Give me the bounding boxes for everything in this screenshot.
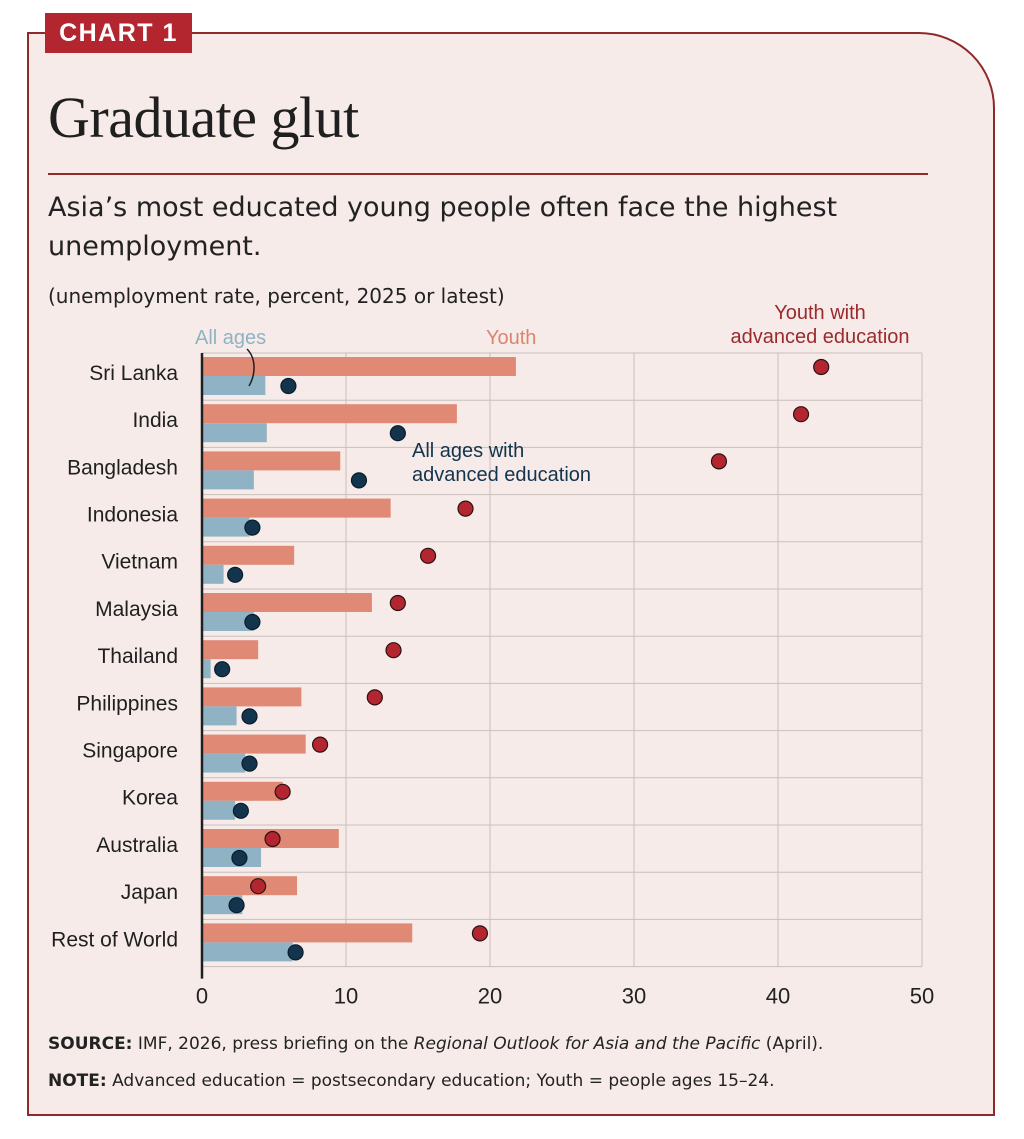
chart-title: Graduate glut (48, 85, 359, 150)
category-label: Malaysia (95, 598, 178, 621)
bar-youth (202, 498, 391, 518)
bar-all-ages (202, 564, 224, 584)
chart-tag: CHART 1 (45, 13, 192, 53)
legend-youth-advanced-line2: advanced education (730, 326, 909, 348)
category-label: Thailand (97, 645, 178, 668)
bar-all-ages (202, 612, 254, 631)
dot-all-ages-advanced (228, 897, 245, 914)
source-note: SOURCE: IMF, 2026, press briefing on the… (48, 1034, 823, 1054)
category-label: Korea (122, 787, 178, 810)
dot-all-ages-advanced (241, 708, 258, 725)
bar-youth (202, 734, 306, 754)
category-label: Japan (121, 881, 178, 904)
category-label: India (132, 409, 178, 432)
note-label: NOTE: (48, 1071, 107, 1091)
bar-youth (202, 593, 372, 612)
category-label: Vietnam (101, 551, 178, 574)
x-tick-label: 20 (478, 984, 502, 1009)
bar-youth (202, 451, 341, 471)
x-tick-label: 30 (622, 984, 646, 1009)
dot-youth-advanced (813, 358, 830, 376)
dot-youth-advanced (792, 406, 810, 423)
note: NOTE: Advanced education = postsecondary… (48, 1071, 775, 1091)
bar-youth (202, 640, 259, 660)
category-label: Philippines (76, 692, 178, 715)
title-divider (48, 173, 928, 175)
bar-all-ages (202, 423, 267, 443)
dot-all-ages-advanced (227, 566, 244, 583)
bar-all-ages (202, 942, 293, 962)
x-tick-label: 40 (766, 984, 790, 1009)
bar-all-ages (202, 517, 250, 537)
dot-youth-advanced (366, 689, 383, 706)
legend-all-ages: All ages (195, 327, 266, 349)
x-tick-label: 50 (910, 984, 934, 1009)
bar-youth (202, 781, 283, 801)
legend-youth: Youth (486, 327, 536, 349)
dots (214, 358, 830, 961)
bar-youth (202, 687, 302, 707)
source-publication: Regional Outlook for Asia and the Pacifi… (413, 1034, 761, 1054)
dot-all-ages-advanced (241, 755, 258, 772)
x-tick-label: 0 (196, 984, 208, 1009)
bar-all-ages (202, 659, 211, 679)
dot-youth-advanced (385, 642, 402, 659)
bar-all-ages (202, 706, 237, 726)
legend-all-ages-advanced-line2: advanced education (412, 464, 591, 486)
dot-youth-advanced (250, 878, 267, 895)
chart-subtitle: Asia’s most educated young people often … (48, 192, 838, 262)
source-text-1: IMF, 2026, press briefing on the (132, 1034, 414, 1054)
dot-youth-advanced (264, 830, 281, 848)
bar-youth (202, 545, 295, 565)
dot-all-ages-advanced (232, 802, 249, 819)
bar-youth (202, 404, 457, 424)
bar-all-ages (202, 753, 246, 773)
dot-youth-advanced (274, 783, 291, 800)
dot-all-ages-advanced (244, 519, 261, 536)
category-label: Australia (96, 834, 178, 857)
dot-all-ages-advanced (287, 944, 304, 961)
legend-all-ages-advanced-line1: All ages with (412, 440, 524, 462)
category-label: Singapore (82, 740, 178, 763)
category-labels: Sri Lanka India Bangladesh Indonesia Vietnam… (51, 362, 178, 951)
dot-youth-advanced (311, 736, 329, 753)
category-label: Rest of World (51, 928, 178, 951)
unit-note: (unemployment rate, percent, 2025 or lat… (48, 284, 505, 308)
grid-lines (202, 352, 923, 968)
bar-youth (202, 923, 413, 943)
legend-youth-advanced-line1: Youth with (774, 302, 866, 324)
legend-all-ages-leader (246, 348, 255, 387)
bar-all-ages (202, 470, 254, 490)
dot-all-ages-advanced (214, 661, 231, 678)
dot-youth-advanced (389, 594, 406, 612)
dot-all-ages-advanced (231, 849, 248, 867)
dot-youth-advanced (457, 500, 474, 517)
bar-all-ages (202, 376, 266, 395)
legend: All ages Youth Youth with advanced educa… (195, 302, 910, 486)
category-label: Bangladesh (67, 456, 178, 479)
dot-youth-advanced (710, 453, 728, 470)
bar-youth (202, 876, 298, 896)
chart-card (27, 32, 995, 1116)
x-tick-labels: 0 10 20 30 40 50 (196, 984, 934, 1009)
dot-all-ages-advanced (350, 472, 368, 489)
category-label: Sri Lanka (89, 362, 178, 385)
category-label: Indonesia (87, 504, 178, 527)
dot-all-ages-advanced (280, 377, 297, 395)
note-text: Advanced education = postsecondary educa… (106, 1071, 775, 1091)
dot-youth-advanced (419, 547, 437, 564)
source-text-2: (April). (760, 1034, 824, 1054)
x-tick-label: 10 (334, 984, 358, 1009)
bar-youth (202, 357, 516, 376)
dot-youth-advanced (471, 925, 489, 942)
bars (202, 357, 516, 962)
source-label: SOURCE: (48, 1034, 133, 1054)
bar-all-ages (202, 800, 236, 820)
dot-all-ages-advanced (244, 613, 261, 631)
dot-all-ages-advanced (389, 425, 406, 442)
